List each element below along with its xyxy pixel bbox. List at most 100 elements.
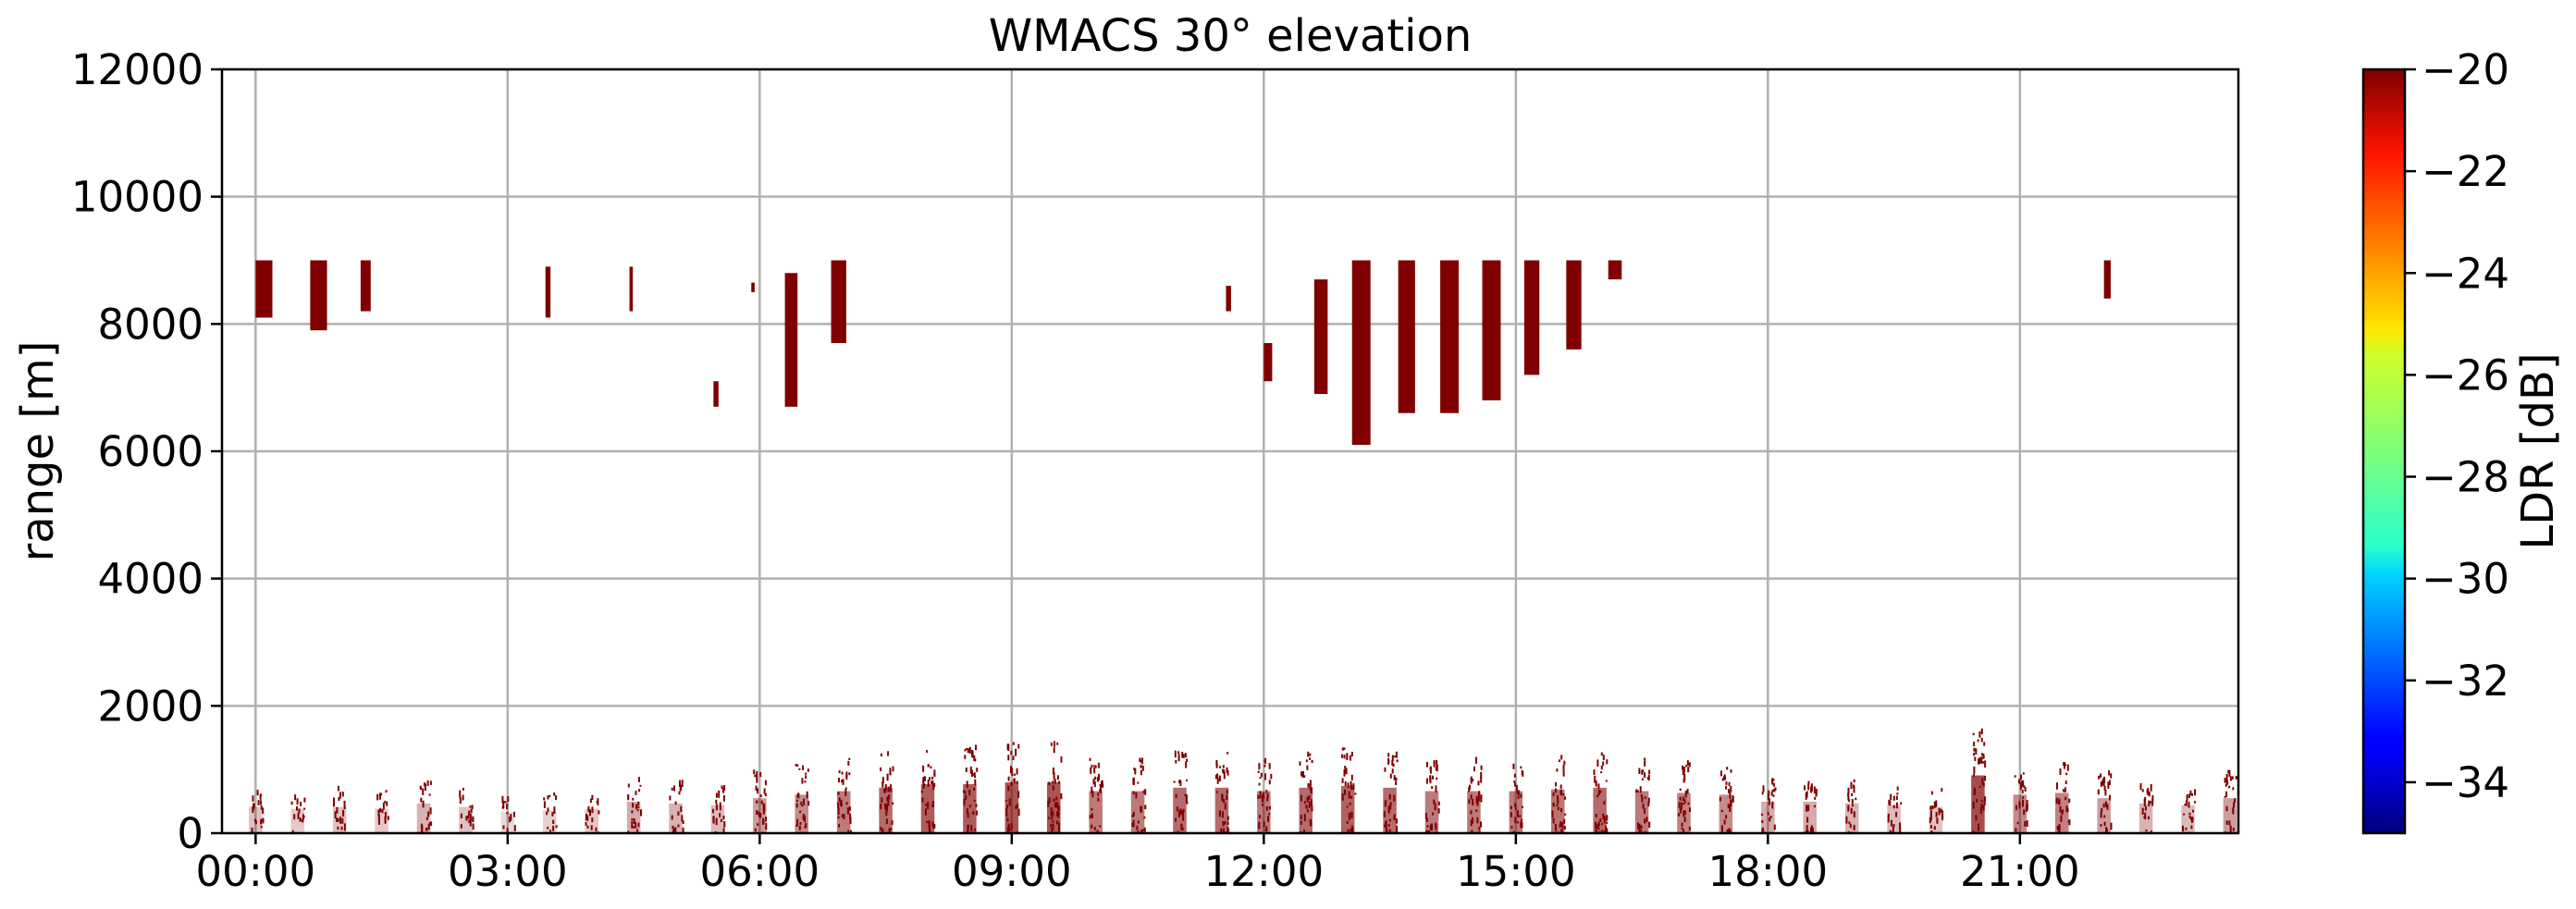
boundary-layer-speck <box>252 805 254 814</box>
boundary-layer-speck <box>1681 802 1682 810</box>
boundary-layer-speck <box>1687 802 1690 805</box>
boundary-layer-speck <box>1384 824 1386 828</box>
boundary-layer-speck <box>501 805 504 809</box>
boundary-layer-speck <box>1300 794 1302 802</box>
boundary-layer-speck <box>848 757 851 760</box>
boundary-layer-speck <box>964 749 967 752</box>
boundary-layer-speck <box>1560 829 1563 833</box>
boundary-layer-speck <box>1599 790 1602 793</box>
boundary-layer-speck <box>1395 751 1398 758</box>
boundary-layer-speck <box>681 780 684 787</box>
boundary-layer-speck <box>2064 787 2066 792</box>
boundary-layer-speck <box>2103 815 2106 818</box>
boundary-layer-speck <box>421 825 424 832</box>
boundary-layer-speck <box>929 829 931 833</box>
boundary-layer-speck <box>2064 796 2067 801</box>
boundary-layer-speck <box>925 808 927 816</box>
boundary-layer-speck <box>506 828 509 833</box>
boundary-layer-speck <box>1982 754 1985 759</box>
boundary-layer-speck <box>1341 793 1344 801</box>
boundary-layer-speck <box>1396 818 1399 824</box>
boundary-layer-speck <box>1393 794 1396 802</box>
boundary-layer-speck <box>928 820 931 824</box>
boundary-layer-speck <box>1426 825 1429 828</box>
boundary-layer-speck <box>2022 796 2025 799</box>
boundary-layer-speck <box>1771 801 1774 809</box>
boundary-layer-speck <box>1721 778 1724 781</box>
boundary-layer-speck <box>1984 775 1987 781</box>
boundary-layer-speck <box>1930 791 1933 795</box>
boundary-layer-speck <box>1896 792 1899 795</box>
boundary-layer-speck <box>1388 829 1391 833</box>
boundary-layer-speck <box>1268 780 1271 785</box>
boundary-layer-speck <box>1564 796 1566 800</box>
boundary-layer-speck <box>1135 792 1138 799</box>
boundary-layer-speck <box>468 819 471 824</box>
boundary-layer-speck <box>1557 806 1559 811</box>
y-axis: 0 2000 4000 6000 8000 10000 12000 <box>71 45 222 858</box>
boundary-layer-speck <box>1807 780 1810 784</box>
boundary-layer-speck <box>1215 759 1218 767</box>
boundary-layer-speck <box>1772 794 1775 797</box>
boundary-layer-speck <box>1977 739 1979 743</box>
boundary-layer-speck <box>1306 809 1309 813</box>
boundary-layer-speck <box>933 782 936 788</box>
boundary-layer-speck <box>1094 776 1097 780</box>
boundary-layer-speck <box>881 829 884 833</box>
boundary-layer-speck <box>1354 792 1357 795</box>
boundary-layer-speck <box>2144 796 2147 801</box>
cloud-echo <box>1608 260 1622 280</box>
boundary-layer-speck <box>428 822 431 826</box>
boundary-layer-speck <box>884 804 887 810</box>
boundary-layer-speck <box>502 825 505 829</box>
cloud-echo <box>629 266 634 312</box>
boundary-layer-speck <box>1723 819 1726 825</box>
boundary-layer-speck <box>1682 829 1684 833</box>
boundary-layer-speck <box>1929 817 1931 824</box>
boundary-layer-speck <box>1132 819 1135 828</box>
boundary-layer-speck <box>795 764 797 767</box>
boundary-layer-speck <box>1980 737 1983 743</box>
boundary-layer-speck <box>510 814 512 821</box>
boundary-layer-speck <box>2150 783 2152 792</box>
boundary-layer-speck <box>764 780 767 786</box>
boundary-layer-speck <box>1435 785 1437 793</box>
boundary-layer-speck <box>798 826 801 830</box>
y-tick-label: 10000 <box>71 173 203 222</box>
boundary-layer-speck <box>337 817 339 822</box>
boundary-layer-speck <box>1093 827 1096 830</box>
boundary-layer-speck <box>1554 788 1557 793</box>
boundary-layer-speck <box>1426 761 1428 768</box>
boundary-layer-speck <box>926 750 929 753</box>
boundary-layer-speck <box>1437 808 1440 814</box>
boundary-layer-speck <box>722 828 725 833</box>
boundary-layer-speck <box>587 805 590 813</box>
boundary-layer-speck <box>1226 789 1228 794</box>
boundary-layer-speck <box>586 825 589 829</box>
boundary-layer-speck <box>1899 822 1901 829</box>
boundary-layer-speck <box>1606 821 1608 824</box>
boundary-layer-speck <box>921 797 924 803</box>
boundary-layer-speck <box>419 785 422 789</box>
boundary-layer-speck <box>1302 770 1304 779</box>
boundary-layer-speck <box>1387 757 1390 765</box>
boundary-layer-speck <box>1052 780 1054 784</box>
boundary-layer-speck <box>1929 825 1932 829</box>
boundary-layer-speck <box>2141 807 2144 815</box>
boundary-layer-speck <box>759 771 762 778</box>
boundary-layer-speck <box>1178 780 1180 784</box>
boundary-layer-speck <box>1226 821 1229 825</box>
boundary-layer-speck <box>972 773 974 776</box>
boundary-layer-speck <box>2059 768 2062 775</box>
boundary-layer-speck <box>1510 812 1512 817</box>
boundary-layer-speck <box>1853 785 1855 793</box>
boundary-layer-speck <box>1774 787 1777 791</box>
boundary-layer-speck <box>1222 820 1225 827</box>
boundary-layer-speck <box>1475 756 1477 764</box>
boundary-layer-speck <box>1393 775 1396 780</box>
boundary-layer-speck <box>1089 757 1091 761</box>
boundary-layer-speck <box>1174 750 1177 758</box>
boundary-layer-speck <box>1597 783 1600 789</box>
boundary-layer-speck <box>1435 766 1437 771</box>
boundary-layer-speck <box>1641 769 1644 775</box>
